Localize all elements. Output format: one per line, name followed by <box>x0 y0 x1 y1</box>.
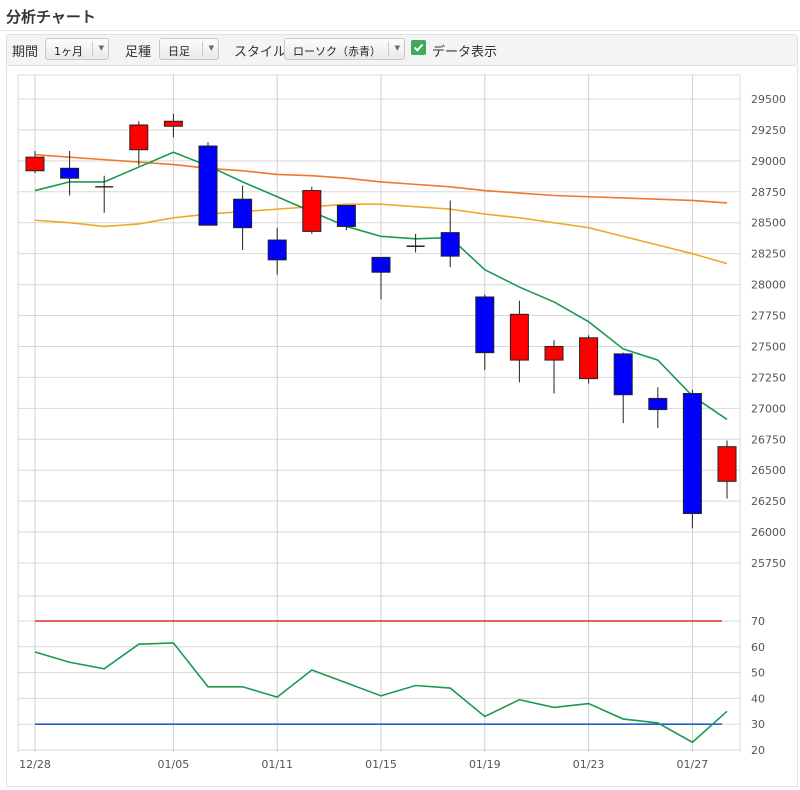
data-display-label: データ表示 <box>432 45 498 60</box>
x-tick-label: 01/23 <box>573 758 605 771</box>
ma-short-line <box>34 151 728 421</box>
period-select-value: 1ヶ月 <box>54 45 83 58</box>
style-select-value: ローソク（赤青） <box>293 45 381 58</box>
candle-down <box>475 296 495 354</box>
osc-y-tick-label: 20 <box>751 744 765 757</box>
y-tick-label: 27750 <box>751 310 786 323</box>
y-tick-label: 28750 <box>751 186 786 199</box>
period-select[interactable]: 1ヶ月 ▼ <box>45 38 109 60</box>
select-divider <box>388 42 389 56</box>
x-tick-label: 01/27 <box>677 758 709 771</box>
y-tick-label: 26500 <box>751 464 786 477</box>
candle-up <box>163 120 183 127</box>
x-tick-label: 12/28 <box>19 758 51 771</box>
x-tick-label: 01/19 <box>469 758 501 771</box>
select-divider <box>92 42 93 56</box>
candle-up <box>579 337 599 380</box>
candle-up <box>302 190 322 232</box>
checkmark-icon <box>413 43 424 52</box>
candle-down <box>233 198 253 229</box>
y-tick-label: 29250 <box>751 124 786 137</box>
candle-down <box>440 232 460 257</box>
bar-type-select-value: 日足 <box>168 45 190 58</box>
candle-down <box>198 145 218 226</box>
candle-down <box>267 239 287 261</box>
select-divider <box>202 42 203 56</box>
y-tick-label: 29500 <box>751 93 786 106</box>
title-divider <box>0 30 800 31</box>
chevron-down-icon: ▼ <box>394 44 400 52</box>
y-tick-label: 27250 <box>751 371 786 384</box>
candle-down <box>682 392 702 515</box>
y-tick-label: 26750 <box>751 433 786 446</box>
y-tick-label: 28500 <box>751 217 786 230</box>
y-tick-label: 25750 <box>751 557 786 570</box>
bar-type-select[interactable]: 日足 ▼ <box>159 38 219 60</box>
y-tick-label: 28000 <box>751 279 786 292</box>
y-tick-label: 26000 <box>751 526 786 539</box>
page-title: 分析チャート <box>6 8 96 26</box>
y-tick-label: 27000 <box>751 402 786 415</box>
period-label: 期間 <box>12 45 39 60</box>
osc-y-tick-label: 30 <box>751 718 765 731</box>
y-tick-label: 27500 <box>751 340 786 353</box>
chevron-down-icon: ▼ <box>208 44 214 52</box>
x-tick-label: 01/11 <box>261 758 293 771</box>
ma-long-line <box>34 203 728 265</box>
style-label: スタイル <box>234 45 287 60</box>
osc-y-tick-label: 70 <box>751 615 765 628</box>
data-display-checkbox[interactable] <box>411 40 426 55</box>
chevron-down-icon: ▼ <box>98 44 104 52</box>
candle-up <box>544 345 564 361</box>
candle-up <box>129 124 149 151</box>
candle-down <box>648 397 668 411</box>
chart-toolbar: 期間 1ヶ月 ▼ 足種 日足 ▼ スタイル ローソク（赤青） ▼ データ表示 <box>6 34 798 66</box>
x-tick-label: 01/05 <box>158 758 190 771</box>
candle-down <box>613 353 633 396</box>
chart-panel <box>6 66 798 787</box>
oscillator-line <box>34 642 728 744</box>
osc-y-tick-label: 40 <box>751 692 765 705</box>
bar-type-label: 足種 <box>125 45 152 60</box>
y-tick-label: 26250 <box>751 495 786 508</box>
osc-y-tick-label: 60 <box>751 641 765 654</box>
candle-down <box>336 204 356 227</box>
y-tick-label: 29000 <box>751 155 786 168</box>
candle-down <box>371 256 391 273</box>
style-select[interactable]: ローソク（赤青） ▼ <box>284 38 405 60</box>
osc-y-tick-label: 50 <box>751 667 765 680</box>
x-tick-label: 01/15 <box>365 758 397 771</box>
candle-up <box>25 156 45 172</box>
candle-up <box>717 446 737 482</box>
candle-up <box>509 313 529 361</box>
y-tick-label: 28250 <box>751 248 786 261</box>
candle-down <box>60 167 80 179</box>
